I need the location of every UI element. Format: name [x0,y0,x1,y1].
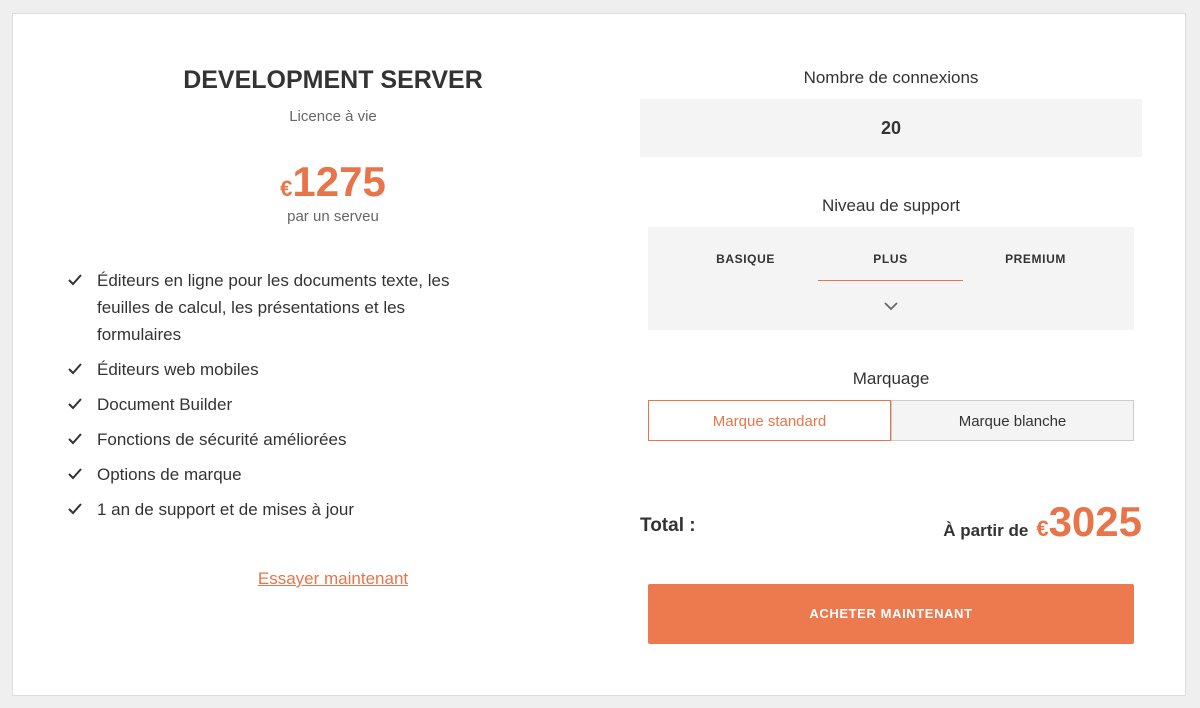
chevron-down[interactable] [883,300,899,312]
feature-item: Options de marque [68,461,468,488]
branding-label: Marquage [852,369,930,388]
connections-label: Nombre de connexions [803,68,979,87]
support-tab[interactable]: PREMIUM [1005,252,1066,266]
support-label: Niveau de support [822,196,960,215]
feature-item: 1 an de support et de mises à jour [68,496,468,523]
support-tab[interactable]: BASIQUE [716,252,775,266]
connections-input[interactable]: 20 [640,99,1142,157]
total-price: À partir de €3025 [943,498,1142,546]
feature-text: Document Builder [97,395,233,414]
check-icon [68,503,82,515]
plan-title: DEVELOPMENT SERVER [183,66,483,94]
feature-text: 1 an de support et de mises à jour [97,500,355,519]
total-label: Total : [640,515,696,536]
plan-price: €1275 [133,158,533,206]
check-icon [68,433,82,445]
try-link[interactable]: Essayer maintenant [257,569,409,588]
total-prefix: À partir de [943,521,1029,540]
currency: € [280,176,293,201]
branding-option-selected[interactable]: Marque standard [648,400,891,441]
support-panel [648,227,1134,330]
feature-text: Éditeurs web mobiles [97,360,259,379]
buy-button[interactable]: ACHETER MAINTENANT [648,584,1134,644]
feature-item: Document Builder [68,391,468,418]
check-icon [68,468,82,480]
feature-item: Éditeurs en ligne pour les documents tex… [68,267,468,348]
feature-item: Éditeurs web mobiles [68,356,468,383]
feature-text: Éditeurs en ligne pour les documents tex… [97,271,450,344]
feature-text: Fonctions de sécurité améliorées [97,430,347,449]
feature-item: Fonctions de sécurité améliorées [68,426,468,453]
feature-list: Éditeurs en ligne pour les documents tex… [68,267,468,531]
price: 1275 [292,158,386,205]
support-tab-selected[interactable]: PLUS [818,252,963,281]
check-icon [68,274,82,286]
price-note: par un serveu [287,208,379,225]
feature-text: Options de marque [97,465,242,484]
check-icon [68,398,82,410]
plan-subtitle: Licence à vie [289,108,377,125]
check-icon [68,363,82,375]
currency: € [1036,516,1049,541]
price: 3025 [1048,498,1142,545]
branding-option[interactable]: Marque blanche [891,400,1134,441]
